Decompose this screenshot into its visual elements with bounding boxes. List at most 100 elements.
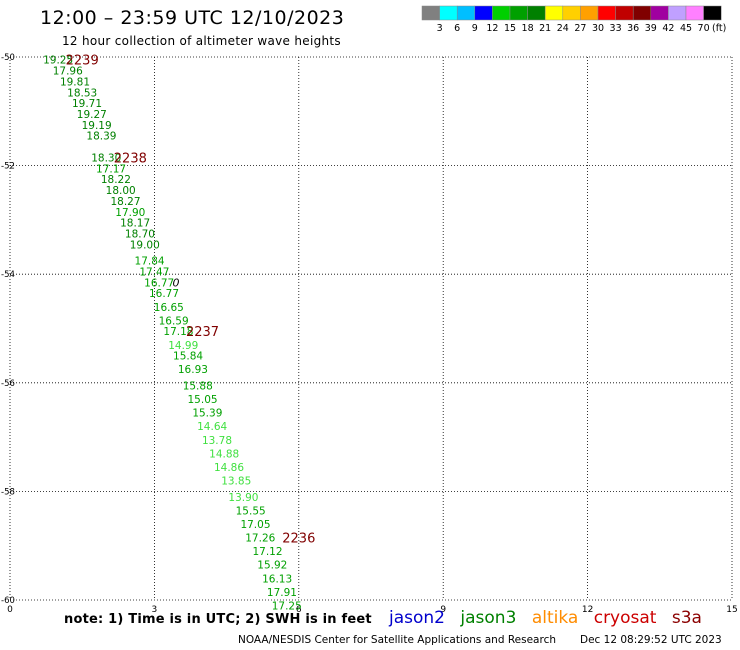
- swh-point: 18.39: [86, 131, 116, 143]
- satellite-legend: jason2 jason3 altika cryosat s3a: [389, 608, 712, 628]
- colorbar-swatch: [615, 5, 634, 21]
- swh-point: 17.12: [252, 546, 282, 558]
- swh-point: 18.27: [110, 196, 140, 208]
- swh-point: 16.13: [262, 573, 292, 585]
- swh-point: 13.78: [202, 435, 232, 447]
- swh-point: 18.30: [91, 152, 121, 164]
- colorbar: 3 6 9 12 15 18 21 24 27 30 33 36 39 42 45 70 (ft): [421, 5, 726, 34]
- swh-point: 17.84: [135, 256, 165, 268]
- time-label: 2237: [186, 325, 219, 340]
- swh-point: 16.77: [149, 288, 179, 300]
- colorbar-swatch: [562, 5, 581, 21]
- colorbar-label: 21: [539, 23, 551, 34]
- swh-point: 17.18: [163, 326, 193, 338]
- swh-point: 18.00: [106, 185, 136, 197]
- swh-point: 16.93: [178, 364, 208, 376]
- colorbar-swatch: [544, 5, 564, 21]
- colorbar-label: 27: [574, 23, 586, 34]
- swh-point: 17.90: [115, 207, 145, 219]
- colorbar-swatch: [703, 5, 722, 21]
- time-label: 2239: [66, 54, 99, 69]
- colorbar-label: 12: [486, 23, 498, 34]
- colorbar-swatch: [527, 5, 546, 21]
- colorbar-label: 9: [472, 23, 478, 34]
- swh-point: 18.17: [120, 218, 150, 230]
- swh-point: 16.65: [154, 302, 184, 314]
- swh-point: 14.86: [214, 462, 244, 474]
- colorbar-swatch: [597, 5, 616, 21]
- swh-point: 17.47: [139, 266, 169, 278]
- legend-jason2: jason2: [389, 608, 445, 628]
- colorbar-swatch: [474, 5, 493, 21]
- colorbar-unit: (ft): [712, 23, 726, 34]
- chart-title: 12:00 – 23:59 UTC 12/10/2023: [40, 7, 345, 29]
- colorbar-swatch: [668, 5, 687, 21]
- swh-point: 18.22: [101, 174, 131, 186]
- colorbar-swatch: [421, 5, 440, 21]
- x-tick-label: 3: [152, 605, 158, 615]
- colorbar-label: 33: [610, 23, 622, 34]
- swh-point: 18.70: [125, 228, 155, 240]
- colorbar-label: 70: [698, 23, 710, 34]
- swh-point: 17.26: [245, 533, 275, 545]
- swh-point: 15.55: [236, 505, 266, 517]
- swh-point: 13.85: [221, 476, 251, 488]
- chart-grid: [9, 56, 733, 601]
- swh-point: 17.17: [96, 163, 126, 175]
- swh-point: 15.05: [188, 394, 218, 406]
- chart-axes: 0 3 6 9 12 15 -50 -52 -54 -56 -58 -60: [1, 53, 738, 615]
- swh-point: 16.77: [144, 277, 174, 289]
- colorbar-label: 15: [504, 23, 516, 34]
- swh-point: 17.25: [272, 600, 302, 612]
- colorbar-label: 45: [680, 23, 692, 34]
- colorbar-swatch: [492, 5, 511, 21]
- y-tick-label: -60: [1, 596, 15, 606]
- swh-point: 19.27: [77, 109, 107, 121]
- colorbar-swatch: [439, 5, 458, 21]
- swh-point: 15.92: [257, 560, 287, 572]
- swh-point: 18.53: [67, 87, 97, 99]
- legend-jason3: jason3: [460, 608, 517, 628]
- colorbar-label: 36: [627, 23, 639, 34]
- swh-point: 14.99: [168, 340, 198, 352]
- y-tick-label: -56: [1, 379, 15, 389]
- colorbar-swatch: [685, 5, 704, 21]
- swh-point: 19.81: [60, 76, 90, 88]
- y-tick-label: -50: [1, 53, 15, 63]
- colorbar-label: 39: [645, 23, 657, 34]
- swh-point: 19.71: [72, 98, 102, 110]
- swh-point: 17.05: [240, 519, 270, 531]
- footer-credit: NOAA/NESDIS Center for Satellite Applica…: [238, 634, 556, 646]
- swh-point: 19.19: [82, 120, 112, 132]
- colorbar-label: 24: [557, 23, 569, 34]
- swh-point: 15.39: [192, 408, 222, 420]
- x-tick-label: 0: [7, 605, 13, 615]
- colorbar-label: 3: [437, 23, 443, 34]
- x-tick-label: 15: [726, 605, 737, 615]
- y-tick-label: -54: [1, 270, 15, 280]
- time-label: 2236: [282, 532, 315, 547]
- chart-points: 19.2517.9619.8118.5319.7119.2719.1918.39…: [43, 54, 315, 613]
- x-tick-label: 9: [440, 605, 446, 615]
- swh-point: 15.84: [173, 351, 203, 363]
- colorbar-label: 6: [454, 23, 460, 34]
- legend-s3a: s3a: [671, 608, 702, 628]
- colorbar-swatch: [632, 5, 652, 21]
- swh-point: 17.91: [267, 587, 297, 599]
- colorbar-swatch: [456, 5, 476, 21]
- colorbar-label: 30: [592, 23, 604, 34]
- chart-subtitle: 12 hour collection of altimeter wave hei…: [62, 34, 341, 48]
- colorbar-swatch: [580, 5, 599, 21]
- colorbar-label: 18: [522, 23, 534, 34]
- y-tick-label: -58: [1, 487, 15, 497]
- colorbar-swatch: [509, 5, 528, 21]
- colorbar-label: 42: [662, 23, 674, 34]
- swh-point: 19.00: [130, 239, 160, 251]
- colorbar-swatch: [650, 5, 669, 21]
- swh-point: 14.88: [209, 448, 239, 460]
- swh-point: 17.96: [53, 66, 83, 78]
- swh-point: 19.25: [43, 55, 73, 67]
- legend-altika: altika: [531, 608, 579, 628]
